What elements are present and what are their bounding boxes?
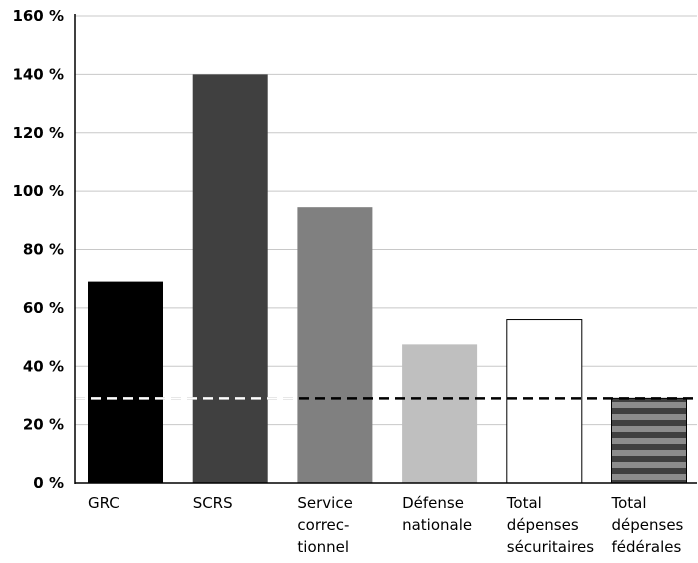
- category-label: Défense: [402, 494, 464, 512]
- axes: [74, 14, 697, 484]
- bar: [611, 397, 687, 484]
- y-tick-label: 20 %: [23, 416, 64, 434]
- y-tick-label: 0 %: [33, 474, 64, 492]
- bar: [297, 207, 373, 483]
- category-label: fédérales: [612, 538, 682, 556]
- category-label: dépenses: [507, 516, 579, 534]
- y-tick-label: 80 %: [23, 241, 64, 259]
- category-label: Total: [611, 494, 647, 512]
- category-labels: GRC SCRS Service correc-tionnel Défense natio…: [88, 494, 684, 556]
- category-label: nationale: [402, 516, 472, 534]
- y-tick-label: 40 %: [23, 357, 64, 375]
- gridlines: [75, 15, 697, 426]
- y-tick-label: 120 %: [12, 124, 64, 142]
- category-label: sécuritaires: [507, 538, 594, 556]
- category-label: Service: [297, 494, 352, 512]
- category-label: SCRS: [193, 494, 233, 512]
- bar: [192, 74, 268, 483]
- bars: [88, 74, 687, 484]
- y-tick-labels: 0 % 20 % 40 % 60 % 80 % 100 % 120 % 140 % 160 %: [12, 7, 64, 492]
- y-tick-label: 140 %: [12, 65, 64, 83]
- bar: [506, 319, 583, 484]
- bar: [402, 344, 478, 483]
- category-label: correc-: [297, 516, 349, 534]
- category-label: Total: [506, 494, 542, 512]
- category-label: tionnel: [297, 538, 349, 556]
- category-label: dépenses: [612, 516, 684, 534]
- category-label: GRC: [88, 494, 120, 512]
- y-tick-label: 160 %: [12, 7, 64, 25]
- bar: [88, 281, 163, 483]
- y-tick-label: 60 %: [23, 299, 64, 317]
- y-tick-label: 100 %: [12, 182, 64, 200]
